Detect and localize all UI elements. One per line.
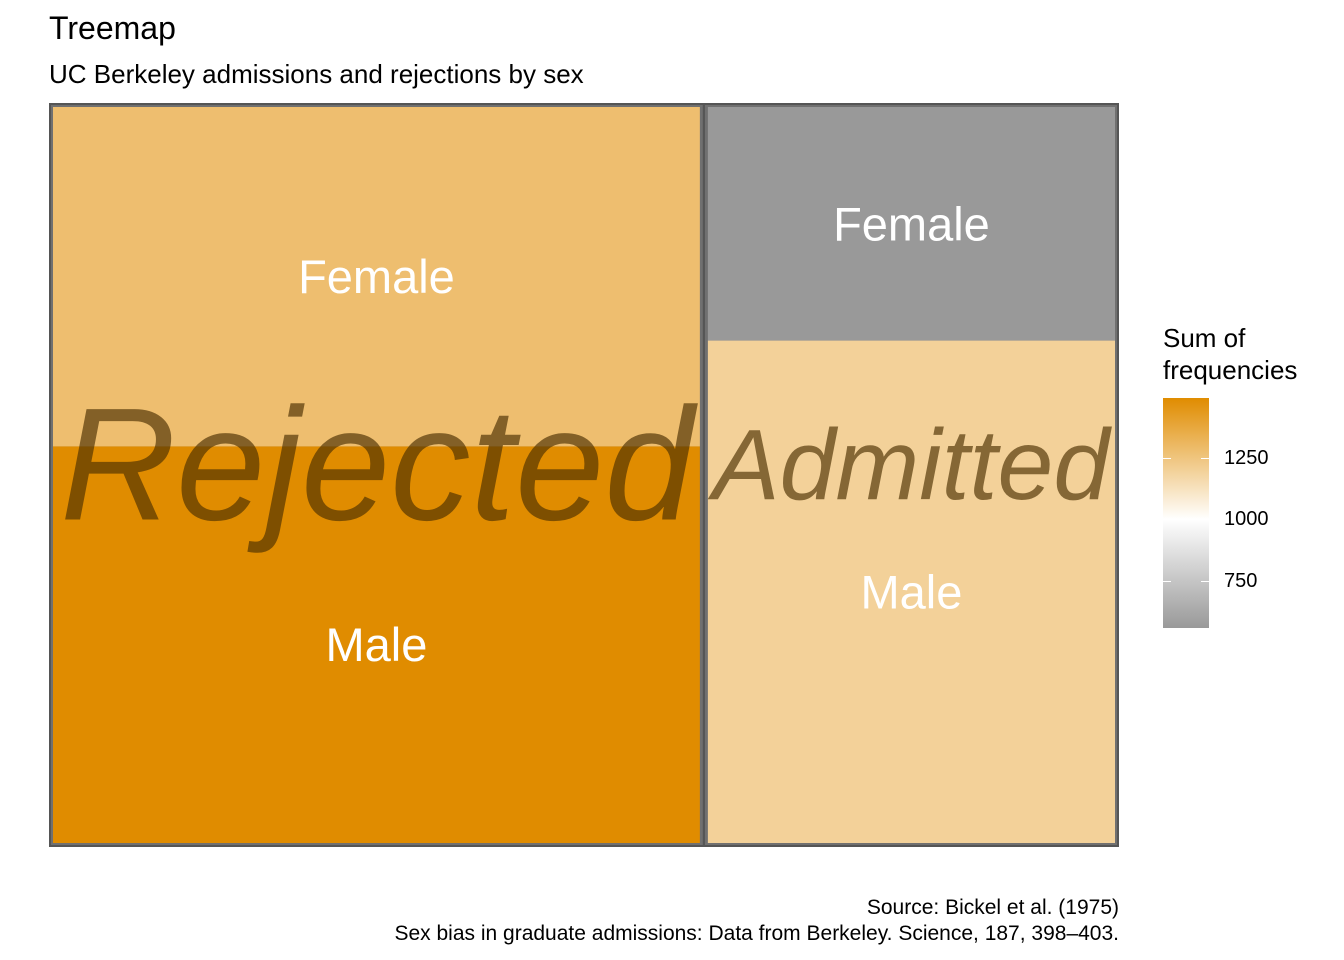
- caption: Source: Bickel et al. (1975) Sex bias in…: [394, 895, 1119, 947]
- group-borders: [49, 103, 1119, 847]
- tile-label-rejected-male: Male: [325, 618, 427, 671]
- group-labels: Rejected Admitted: [60, 376, 1112, 555]
- caption-source: Source: Bickel et al. (1975): [866, 896, 1119, 919]
- tile-labels: Female Male Female Male: [298, 197, 990, 671]
- tile-rejected-female[interactable]: [53, 107, 700, 447]
- plot-title: Treemap: [49, 10, 176, 46]
- legend-tick-label: 1250: [1224, 446, 1269, 469]
- tiles-layer: [50, 104, 1118, 846]
- legend-title: Sum of frequencies: [1163, 323, 1298, 385]
- color-legend: Sum of frequencies 1250 1000 750: [1163, 322, 1333, 628]
- group-label-rejected: Rejected: [60, 376, 698, 555]
- legend-tick-mark: [1201, 519, 1209, 521]
- legend-tick-mark: [1201, 580, 1209, 582]
- legend-colorbar: [1163, 398, 1209, 628]
- legend-tick-mark: [1163, 580, 1171, 582]
- tile-label-admitted-female: Female: [833, 197, 990, 250]
- tile-rejected-male[interactable]: [53, 446, 700, 843]
- legend-tick-label: 1000: [1224, 508, 1269, 531]
- tile-admitted-female[interactable]: [707, 107, 1115, 341]
- caption-citation: Sex bias in graduate admissions: Data fr…: [394, 922, 1119, 945]
- tile-admitted-male[interactable]: [707, 340, 1115, 843]
- group-label-admitted: Admitted: [708, 409, 1113, 521]
- tile-label-rejected-female: Female: [298, 250, 455, 303]
- group-border-admitted: [702, 103, 1119, 847]
- legend-tick-mark: [1201, 457, 1209, 459]
- legend-tick-label: 750: [1224, 569, 1258, 592]
- plot-subtitle: UC Berkeley admissions and rejections by…: [49, 59, 584, 89]
- legend-tick-mark: [1163, 519, 1171, 521]
- tile-label-admitted-male: Male: [860, 565, 962, 618]
- legend-tick-mark: [1163, 457, 1171, 459]
